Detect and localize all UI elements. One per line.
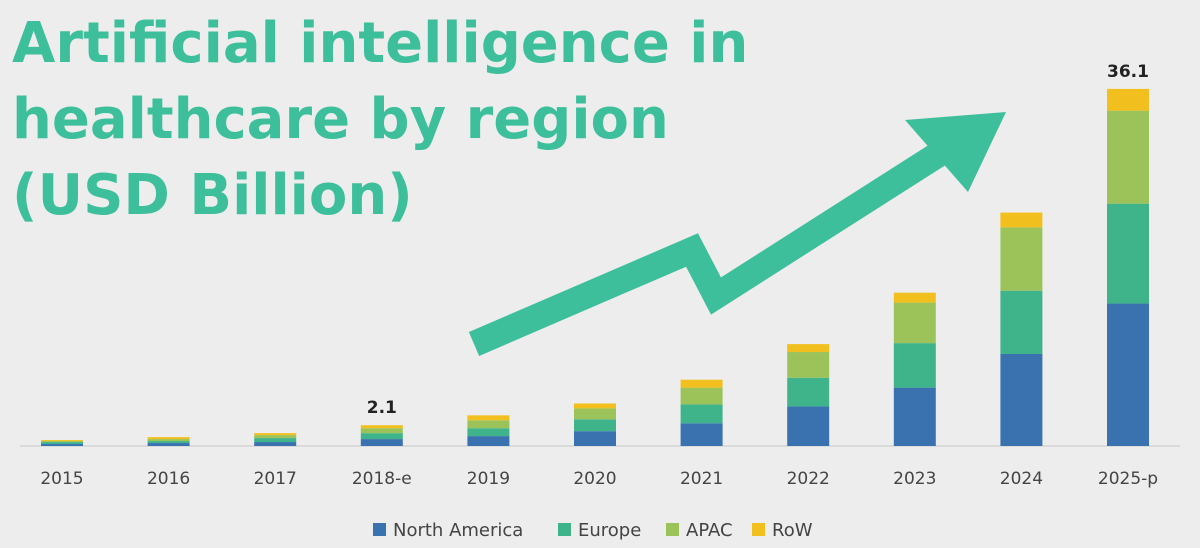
x-tick-label: 2025-p [1098, 469, 1158, 489]
arrow-head [905, 112, 1006, 192]
bar-segment [147, 441, 190, 444]
x-tick-label: 2020 [573, 469, 616, 489]
bar-segment [147, 437, 190, 440]
bar-segment [1000, 290, 1043, 355]
bar-segment [254, 438, 297, 443]
trend-arrow [468, 112, 1006, 356]
bar-segment [1000, 354, 1043, 446]
x-tick-label: 2016 [147, 469, 190, 489]
bar-segment [360, 428, 403, 434]
chart-title: (USD Billion) [12, 163, 413, 228]
bar-segment [360, 425, 403, 429]
bar-segment [893, 302, 936, 344]
bar-segment [893, 387, 936, 446]
bar-segment [680, 387, 723, 405]
bar-segment [1000, 227, 1043, 291]
bar-segment [574, 408, 616, 420]
legend-swatch [558, 523, 571, 536]
bar-segment [893, 292, 936, 303]
bar-segment [254, 433, 297, 436]
bar-segment [41, 440, 83, 442]
bar-segment [1107, 203, 1149, 304]
bar-segment [360, 439, 403, 446]
bar-segment [680, 379, 723, 388]
bar-segment [1107, 110, 1149, 204]
x-tick-label: 2017 [254, 469, 297, 489]
x-tick-label: 2022 [787, 469, 830, 489]
x-tick-label: 2019 [467, 469, 510, 489]
x-tick-label: 2018-e [352, 469, 412, 489]
x-tick-label: 2021 [680, 469, 723, 489]
bar-segment [680, 404, 723, 424]
bar-segment [787, 344, 830, 353]
bar-segment [254, 442, 297, 446]
legend-swatch [373, 523, 386, 536]
bar-segment [787, 377, 830, 407]
legend-swatch [666, 523, 679, 536]
bar-segment [1000, 212, 1043, 228]
bar-segment [1107, 303, 1149, 446]
bar-segment [680, 423, 723, 446]
bar-segment [574, 419, 616, 432]
bar-segment [787, 352, 830, 378]
total-label: 36.1 [1107, 62, 1149, 82]
bar-segment [467, 428, 510, 437]
total-label: 2.1 [367, 398, 397, 418]
x-tick-label: 2015 [40, 469, 83, 489]
legend-label: Europe [578, 520, 641, 541]
bar-segment [41, 441, 83, 443]
x-tick-label: 2023 [893, 469, 936, 489]
legend-label: North America [393, 520, 523, 541]
bar-segment [574, 403, 616, 409]
bar-segment [467, 420, 510, 429]
legend-label: APAC [686, 520, 733, 541]
bar-segment [254, 435, 297, 439]
x-tick-label: 2024 [1000, 469, 1043, 489]
bar-segment [41, 444, 83, 446]
bar-segment [41, 442, 83, 445]
chart-title: healthcare by region [12, 87, 669, 152]
bar-segment [147, 443, 190, 446]
bar-segment [1107, 88, 1149, 111]
legend-label: RoW [772, 520, 813, 541]
arrow-shaft [468, 139, 952, 356]
legend-swatch [752, 523, 765, 536]
bar-segment [574, 431, 616, 446]
bar-segment [467, 436, 510, 446]
bar-segment [467, 415, 510, 421]
bar-segment [893, 343, 936, 388]
bar-segment [147, 439, 190, 442]
bar-segment [787, 406, 830, 446]
chart-title: Artificial intelligence in [12, 11, 748, 76]
bar-segment [360, 433, 403, 440]
